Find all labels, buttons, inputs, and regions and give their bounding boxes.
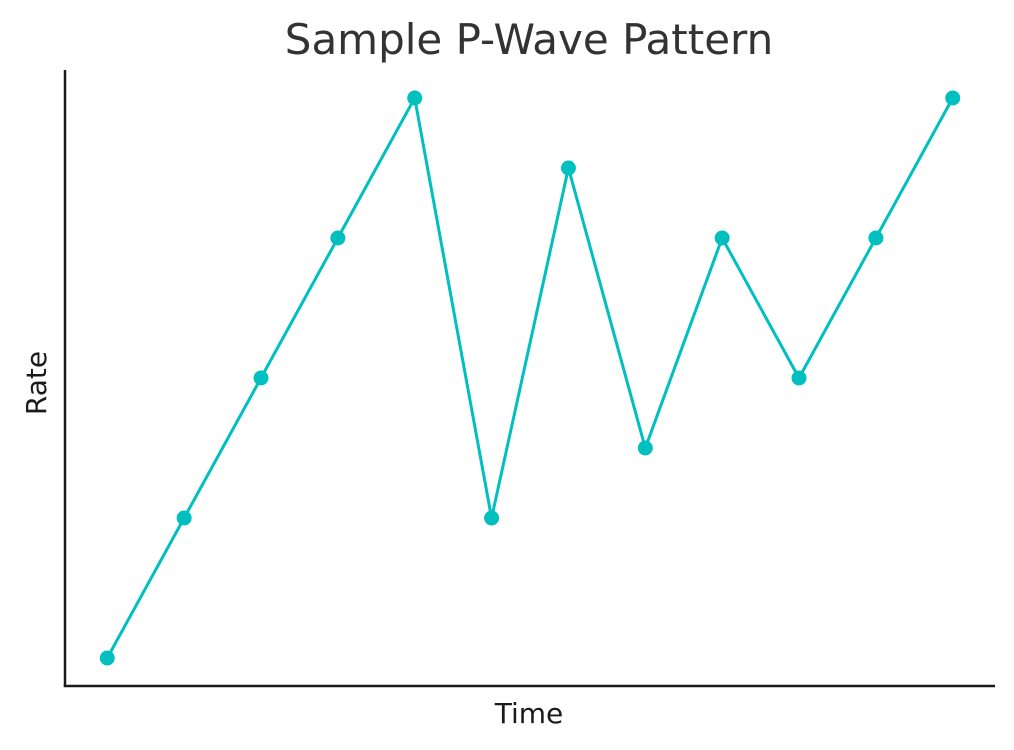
data-point [637, 440, 653, 456]
plot-area [63, 70, 995, 688]
data-point [868, 230, 884, 246]
data-point [560, 160, 576, 176]
x-axis-label: Time [494, 697, 564, 730]
data-point [407, 90, 423, 106]
data-point [330, 230, 346, 246]
data-point [484, 510, 500, 526]
data-point [714, 230, 730, 246]
data-point [791, 370, 807, 386]
data-point [99, 650, 115, 666]
series-line [105, 96, 955, 659]
series-layer [99, 90, 961, 666]
y-axis-label: Rate [20, 351, 53, 415]
data-point [945, 90, 961, 106]
chart-title: Sample P-Wave Pattern [285, 15, 773, 64]
data-point [176, 510, 192, 526]
data-point [253, 370, 269, 386]
